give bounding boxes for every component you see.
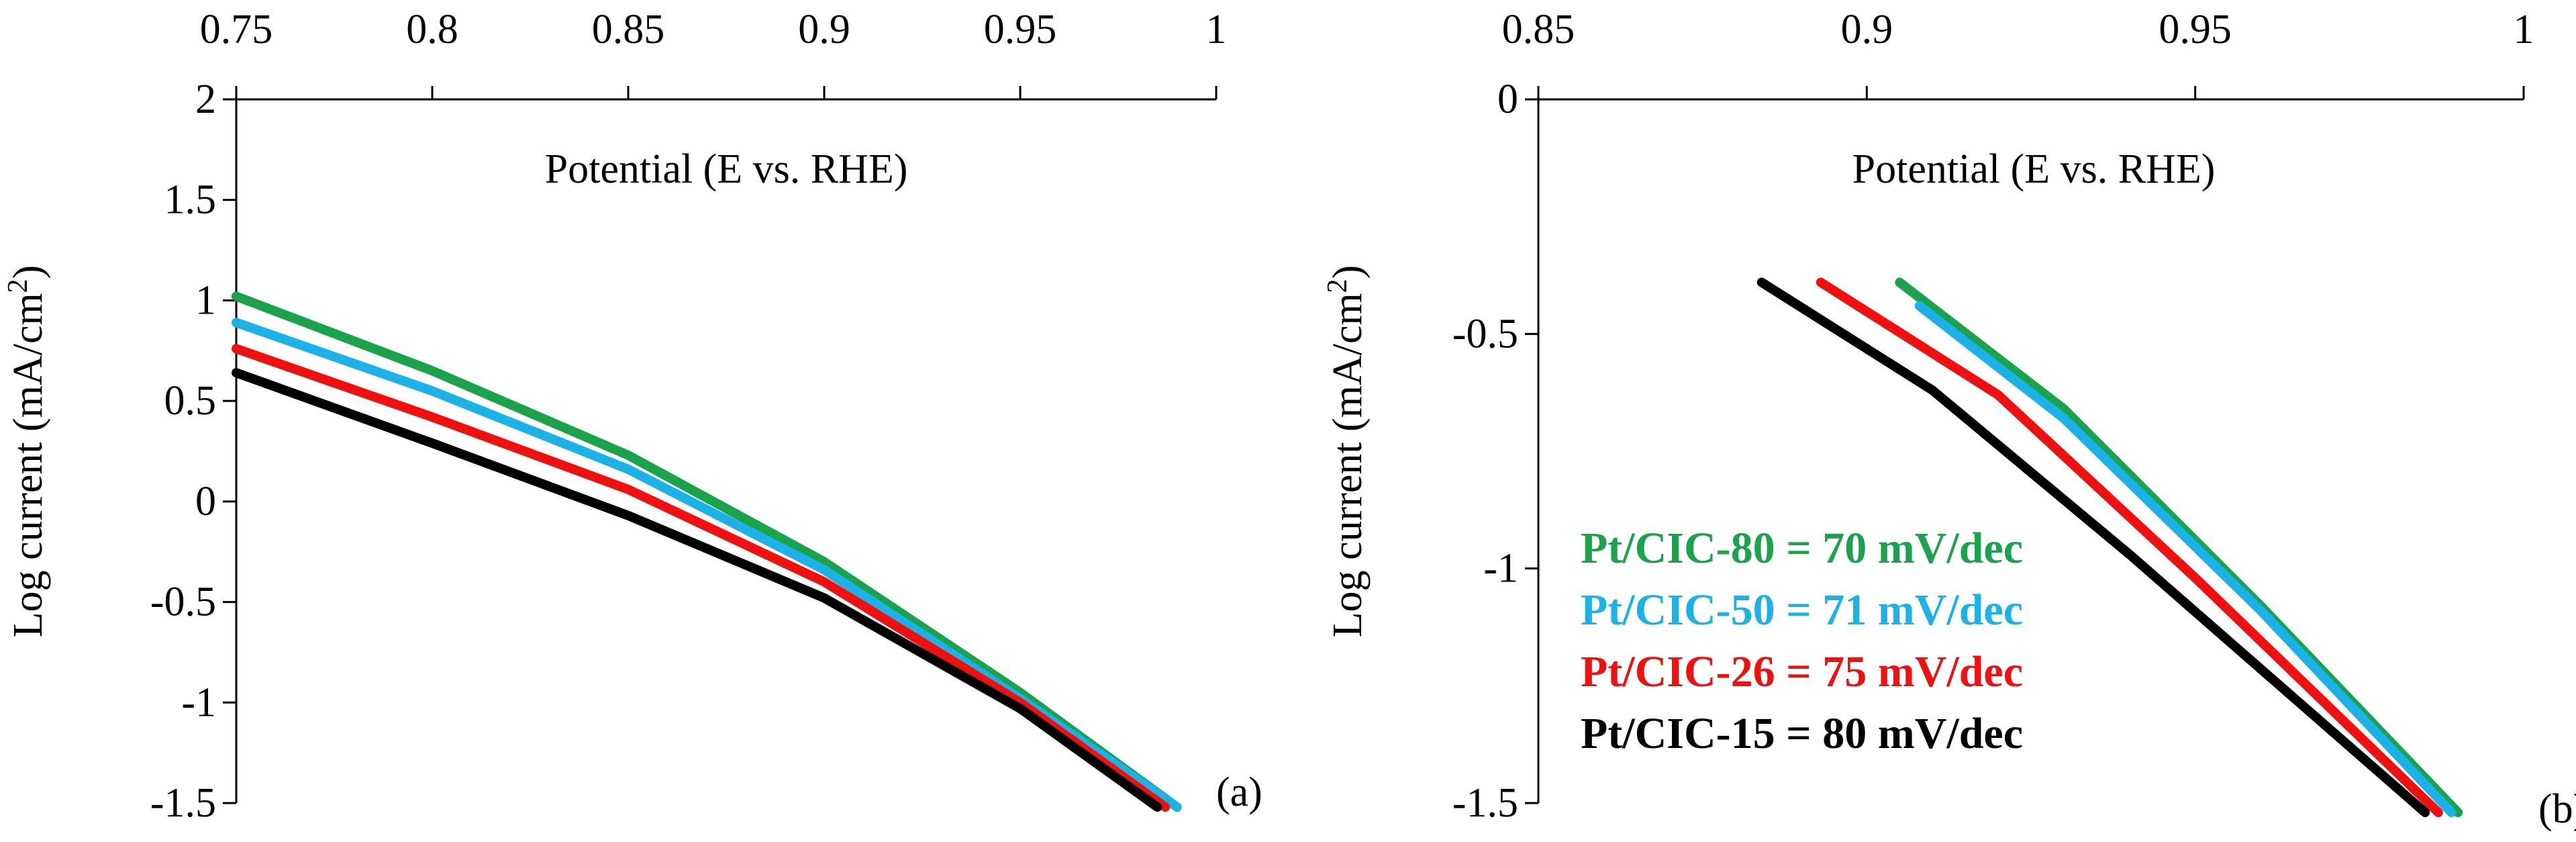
- y-tick-label: -1: [181, 680, 216, 725]
- y-tick-label: -1.5: [150, 780, 216, 826]
- x-tick-label: 1: [2514, 7, 2534, 52]
- series-line-pt-cic-15: [1756, 277, 2430, 817]
- x-tick-label: 0.8: [406, 7, 458, 52]
- y-tick-label: -1: [1483, 546, 1518, 592]
- legend-entry: Pt/CIC-15 = 80 mV/dec: [1581, 709, 2023, 758]
- y-axis-title-superscript: 2: [1322, 279, 1353, 293]
- x-tick-label: 0.9: [798, 7, 850, 52]
- y-tick-label: -0.5: [1452, 311, 1518, 357]
- y-tick-label: -0.5: [150, 579, 216, 625]
- x-axis-title: Potential (E vs. RHE): [545, 146, 908, 192]
- x-tick-label: 0.75: [200, 7, 273, 52]
- panel-label: (b): [2538, 786, 2576, 832]
- legend-entry: Pt/CIC-80 = 70 mV/dec: [1581, 524, 2023, 573]
- y-axis-title-superscript: 2: [3, 279, 34, 293]
- y-axis-title: Log current (mA/cm2): [1322, 265, 1371, 638]
- y-tick-label: 0: [195, 479, 216, 524]
- panel-a: 0.75 0.8 0.85 0.9 0.95 1 -1.5 -1 -0.5 0 0.5 1 1.5 2 Po…: [3, 7, 1262, 826]
- x-tick-label: 0.95: [2159, 7, 2232, 52]
- panel-label: (a): [1216, 769, 1262, 815]
- x-axis-title: Potential (E vs. RHE): [1852, 146, 2216, 192]
- series-line-pt-cic-26: [232, 344, 1171, 812]
- x-tick-label: 0.95: [984, 7, 1057, 52]
- y-axis-title-end: ): [1325, 265, 1371, 279]
- y-axis-title-main: Log current (mA/cm: [5, 293, 51, 637]
- y-tick-label: 0: [1497, 77, 1518, 122]
- series-line-pt-cic-15: [232, 368, 1162, 812]
- y-axis-title-main: Log current (mA/cm: [1325, 293, 1371, 637]
- legend-entry: Pt/CIC-50 = 71 mV/dec: [1581, 586, 2023, 635]
- y-tick-label: -1.5: [1452, 780, 1518, 826]
- y-tick-label: 0.5: [164, 378, 217, 424]
- x-tick-label: 0.85: [592, 7, 665, 52]
- y-tick-label: 1.5: [164, 177, 217, 223]
- legend-entry: Pt/CIC-26 = 75 mV/dec: [1581, 647, 2023, 696]
- panel-b: 0.85 0.9 0.95 1 -1.5 -1 -0.5 0 Potential (E vs. …: [1322, 7, 2576, 832]
- x-tick-label: 0.9: [1841, 7, 1893, 52]
- y-axis-title-end: ): [5, 265, 51, 279]
- series-line-pt-cic-50: [1914, 301, 2457, 817]
- x-tick-label: 1: [1206, 7, 1227, 52]
- y-axis-title: Log current (mA/cm2): [3, 265, 51, 638]
- y-tick-label: 2: [195, 77, 216, 122]
- series-line-pt-cic-26: [1816, 277, 2443, 817]
- y-tick-label: 1: [195, 277, 216, 323]
- x-tick-label: 0.85: [1502, 7, 1575, 52]
